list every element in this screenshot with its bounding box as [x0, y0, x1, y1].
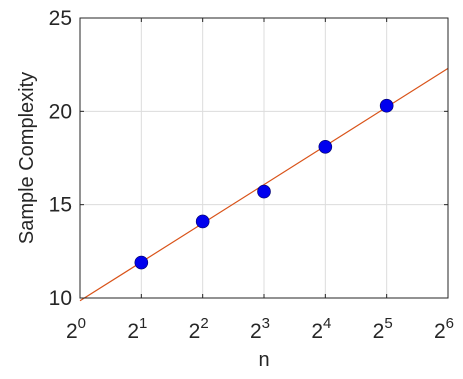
x-tick-label: 26	[434, 315, 454, 343]
y-tick-label: 20	[49, 100, 72, 123]
x-tick-label-base: 2	[66, 320, 78, 343]
x-tick-labels: 20 21 22 23 24 25 26	[66, 315, 454, 343]
y-axis-label: Sample Complexity	[16, 72, 38, 244]
x-tick-label: 23	[250, 315, 270, 343]
x-tick-label-base: 2	[311, 320, 323, 343]
y-tick-labels: 10 15 20 25	[49, 7, 72, 310]
x-tick-label: 22	[189, 315, 209, 343]
ticks	[79, 17, 449, 299]
data-point	[318, 140, 333, 154]
x-tick-label-exponent: 5	[384, 315, 392, 332]
x-tick-label-exponent: 4	[323, 315, 331, 332]
data-point	[195, 214, 210, 229]
x-axis-label: n	[258, 349, 269, 371]
data-point	[379, 98, 394, 113]
scatter-points	[134, 98, 394, 270]
x-tick-label-exponent: 2	[200, 315, 208, 332]
data-point	[257, 184, 271, 199]
x-tick-label: 24	[311, 315, 331, 343]
y-tick-label: 15	[49, 194, 72, 217]
x-tick-label-exponent: 0	[78, 315, 86, 332]
data-point	[134, 255, 149, 270]
y-tick-label: 25	[49, 7, 72, 30]
x-tick-label-base: 2	[373, 320, 385, 343]
x-tick-label-exponent: 6	[446, 315, 454, 332]
x-tick-label-exponent: 3	[262, 315, 270, 332]
x-tick-label-base: 2	[250, 320, 262, 343]
x-tick-label-base: 2	[189, 320, 201, 343]
x-tick-label-exponent: 1	[139, 315, 147, 332]
x-tick-label: 20	[66, 315, 86, 343]
x-tick-label-base: 2	[127, 320, 139, 343]
y-tick-label: 10	[49, 287, 72, 310]
x-tick-label: 21	[127, 315, 147, 343]
x-tick-label-base: 2	[434, 320, 446, 343]
x-tick-label: 25	[373, 315, 393, 343]
